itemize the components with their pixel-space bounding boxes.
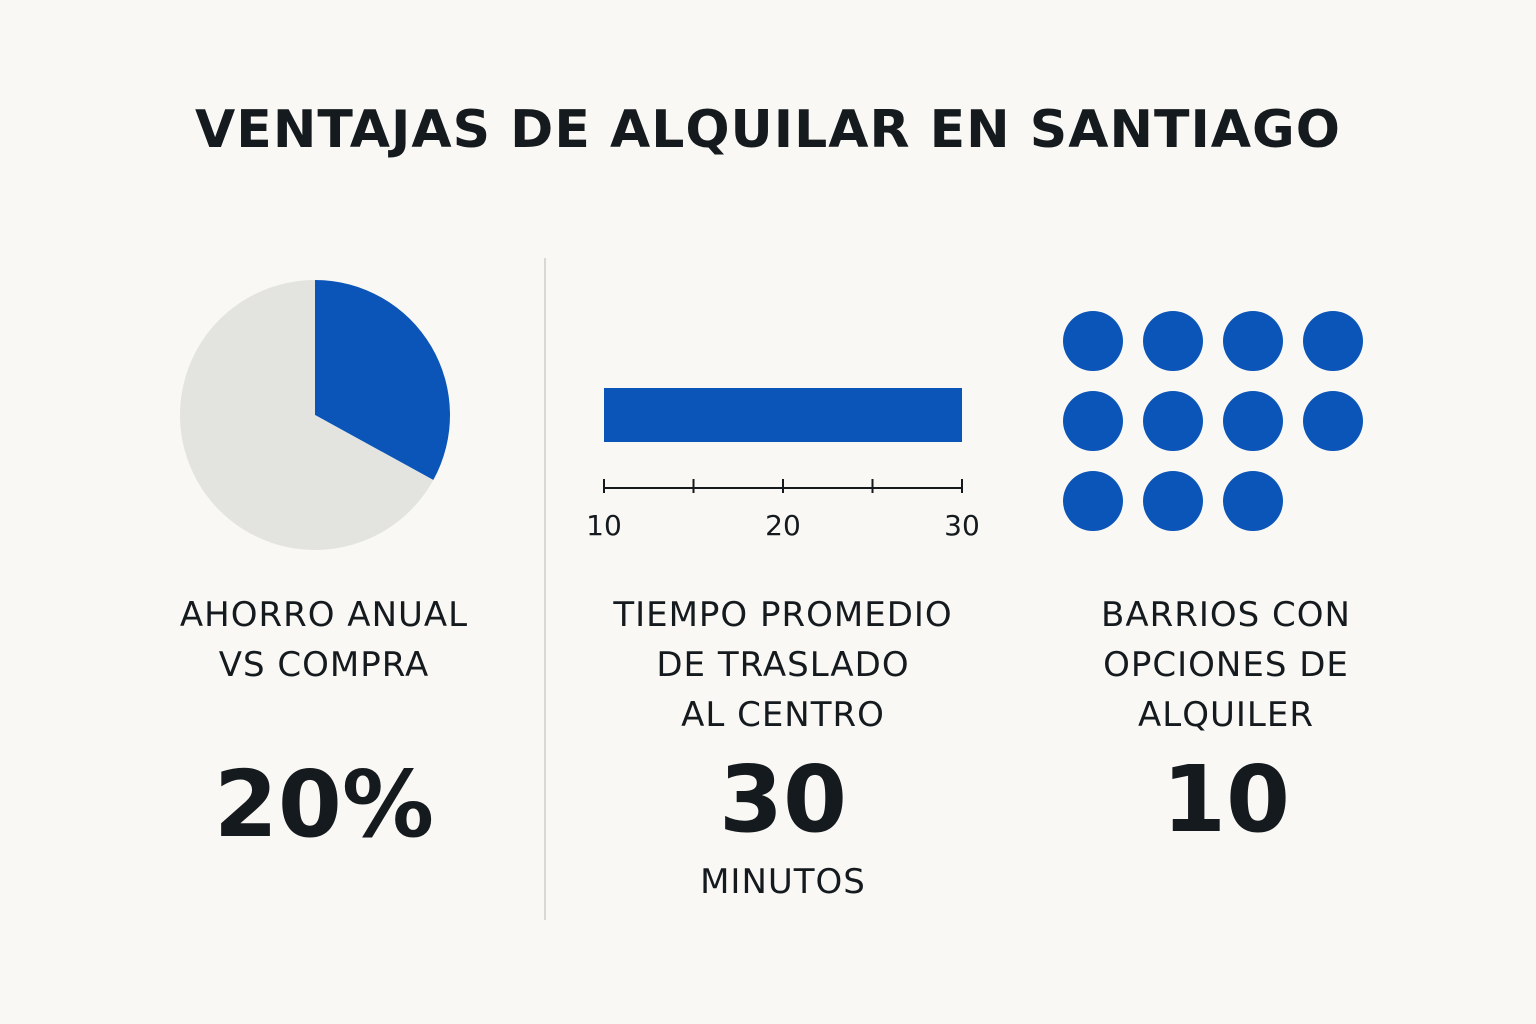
pie-slice-rest: [179, 280, 434, 550]
commute-bar: [604, 388, 962, 442]
x-tick-label-10: 10: [586, 509, 622, 542]
neighborhood-dot: [1303, 391, 1363, 451]
neighborhood-dot: [1143, 311, 1203, 371]
neighborhood-dot: [1143, 391, 1203, 451]
commute-unit: MINUTOS: [700, 862, 866, 902]
page-title: VENTAJAS DE ALQUILAR EN SANTIAGO: [195, 100, 1341, 160]
column-divider: [544, 258, 546, 920]
neighborhoods-value: 10: [1161, 746, 1291, 853]
neighborhood-dot: [1223, 471, 1283, 531]
savings-value: 20%: [213, 751, 435, 858]
neighborhoods-label: BARRIOS CON OPCIONES DE ALQUILER: [1101, 595, 1351, 735]
neighborhood-dot: [1063, 391, 1123, 451]
neighborhood-dot: [1223, 311, 1283, 371]
pie-slice-highlight: [315, 280, 450, 481]
neighborhood-dot: [1063, 311, 1123, 371]
neighborhood-dot: [1303, 311, 1363, 371]
savings-pie-chart: [179, 280, 450, 550]
x-tick-label-30: 30: [944, 509, 980, 542]
x-tick-label-20: 20: [765, 509, 801, 542]
neighborhood-dot: [1063, 471, 1123, 531]
commute-label: TIEMPO PROMEDIO DE TRASLADO AL CENTRO: [613, 595, 953, 735]
neighborhood-dot: [1143, 471, 1203, 531]
neighborhood-dot-chart: [1063, 311, 1363, 531]
neighborhood-dot: [1223, 391, 1283, 451]
commute-bar-chart: 10 20 30: [586, 388, 980, 542]
commute-value: 30: [718, 746, 848, 853]
savings-label: AHORRO ANUAL VS COMPRA: [179, 595, 469, 685]
